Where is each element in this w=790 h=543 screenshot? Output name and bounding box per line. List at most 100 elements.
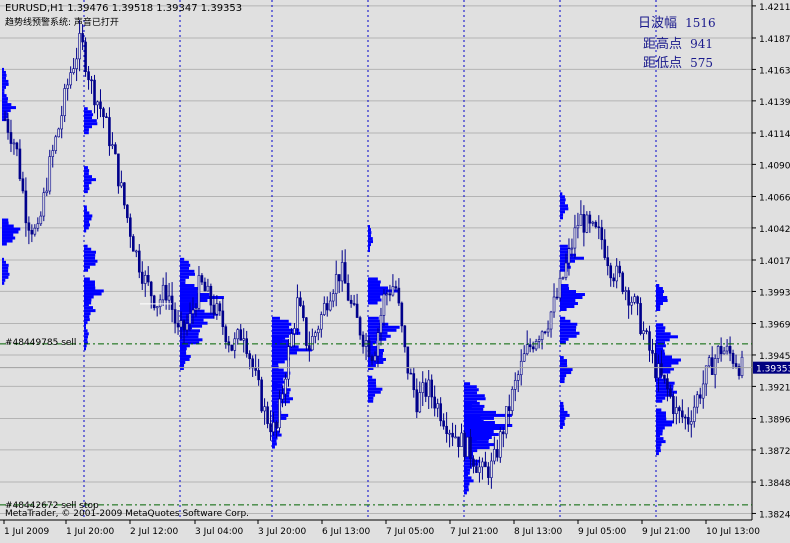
volume-profile-bar [560, 198, 566, 202]
candle-body [63, 88, 66, 117]
candle-body [185, 323, 189, 331]
y-tick-label: 1.39935 [759, 288, 790, 298]
volume-profile-bar [656, 305, 661, 309]
volume-profile-bar [560, 192, 563, 196]
volume-profile-bar [84, 303, 89, 307]
volume-profile-bar [180, 318, 204, 322]
candle-body [299, 297, 302, 306]
volume-profile-bar [464, 401, 480, 405]
candle-body [379, 315, 383, 333]
candle-body [695, 394, 699, 408]
volume-profile-bar [656, 308, 661, 312]
candle-body [60, 115, 63, 130]
candle-body [672, 396, 675, 414]
x-tick-label: 1 Jul 20:00 [66, 527, 115, 537]
volume-profile-bar [84, 208, 88, 212]
candle-body [167, 295, 171, 301]
volume-profile-bar [368, 231, 372, 235]
candle-body [296, 297, 299, 329]
volume-profile-bar [464, 434, 491, 438]
volume-profile-bar [84, 175, 92, 179]
volume-profile-bar [84, 318, 90, 322]
volume-profile-bar [656, 437, 664, 441]
volume-profile-bar [84, 312, 91, 316]
candle-body [293, 328, 296, 334]
volume-profile-bar [368, 228, 371, 232]
volume-profile-bar [272, 319, 289, 323]
candle-body [33, 227, 37, 235]
candle-body [224, 326, 228, 343]
volume-profile-bar [656, 338, 670, 342]
candle-body [218, 303, 222, 312]
volume-profile-bar [180, 357, 190, 361]
volume-profile-bar [560, 334, 577, 338]
volume-profile-bar [656, 332, 671, 336]
candle-body [69, 72, 72, 86]
volume-profile-bar [84, 329, 88, 333]
volume-profile-bar [560, 268, 568, 272]
candle-body [90, 79, 93, 82]
volume-profile-bar [180, 342, 184, 346]
candle-body [278, 398, 281, 429]
volume-profile-bar [84, 326, 86, 330]
volume-profile-bar [272, 400, 290, 404]
candle-body [618, 265, 621, 274]
volume-profile-bar [560, 299, 576, 303]
volume-profile-bar [84, 347, 86, 351]
order-label-sell[interactable]: #48449785 sell [5, 338, 77, 348]
candle-body [582, 214, 586, 233]
candle-body [132, 236, 135, 252]
volume-profile-bar [368, 363, 376, 367]
volume-profile-bar [368, 393, 376, 397]
candle-body [731, 352, 735, 364]
candle-body [454, 436, 457, 439]
candle-body [81, 33, 84, 43]
candle-body [36, 223, 40, 229]
order-label-sell-stop[interactable]: #48442672 sell stop [5, 501, 99, 511]
volume-profile-bar [84, 181, 92, 185]
candle-body [716, 346, 720, 359]
candle-body [701, 383, 705, 399]
volume-profile-bar [464, 404, 485, 408]
volume-profile-bar [2, 76, 7, 80]
volume-profile-bar [656, 431, 660, 435]
candle-body [260, 379, 263, 412]
volume-profile-bar [464, 491, 467, 495]
candle-body [254, 367, 257, 371]
volume-profile-bar [368, 387, 383, 391]
volume-profile-bar [272, 391, 290, 395]
volume-profile-bar [464, 467, 468, 471]
candle-body [24, 190, 28, 224]
candle-body [75, 58, 78, 69]
y-tick-label: 1.39450 [759, 352, 790, 362]
candle-body [287, 346, 290, 380]
candle-body [143, 275, 147, 284]
volume-profile-bar [656, 287, 663, 291]
candle-body [627, 290, 630, 306]
volume-profile-bar [272, 380, 286, 384]
volume-profile-bar [2, 88, 5, 92]
volume-profile-bar [656, 329, 665, 333]
candle-body [651, 350, 654, 354]
volume-profile-bar [84, 214, 93, 218]
y-tick-label: 1.42115 [759, 3, 790, 13]
volume-profile-bar [368, 283, 381, 287]
candle-body [54, 136, 58, 151]
candle-body [451, 432, 454, 438]
volume-profile-bar [2, 230, 19, 234]
candle-body [352, 303, 356, 305]
candle-body [281, 393, 284, 400]
volume-profile-bar [464, 428, 473, 432]
volume-profile-bar [560, 368, 573, 372]
candle-body [78, 33, 81, 60]
volume-profile-bar [2, 227, 21, 231]
candle-body [531, 346, 535, 350]
candle-body [546, 328, 550, 333]
volume-profile-bar [368, 399, 374, 403]
symbol-header: EURUSD,H1 1.39476 1.39518 1.39347 1.3935… [5, 3, 243, 14]
volume-profile-bar [464, 456, 474, 460]
candle-body [257, 370, 260, 381]
volume-profile-bar [180, 281, 186, 285]
candle-body [173, 309, 177, 324]
